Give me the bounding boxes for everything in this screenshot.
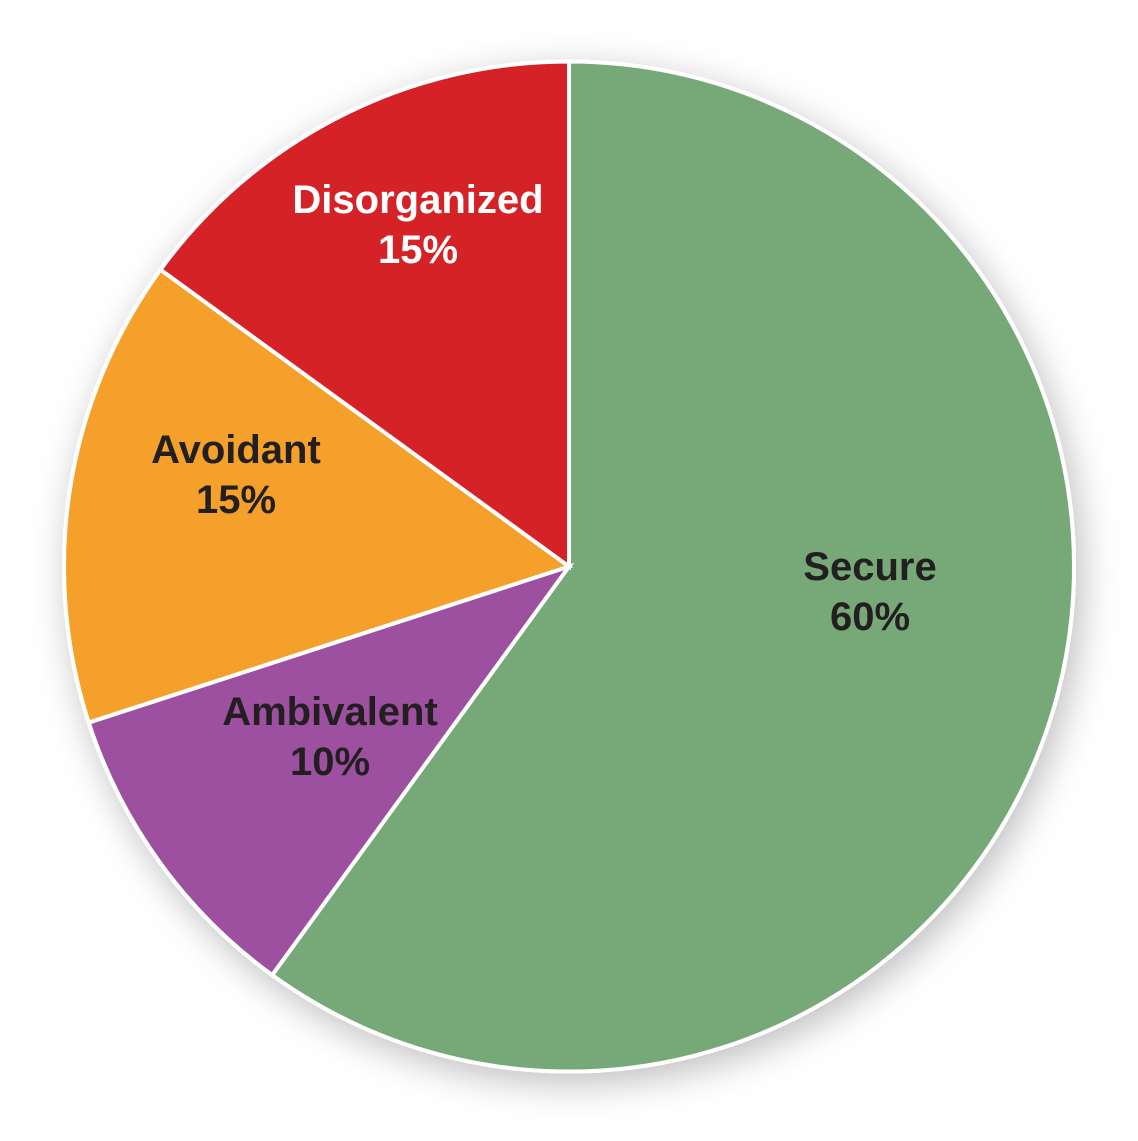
pie-chart [0,0,1138,1141]
pie-svg [0,0,1138,1136]
